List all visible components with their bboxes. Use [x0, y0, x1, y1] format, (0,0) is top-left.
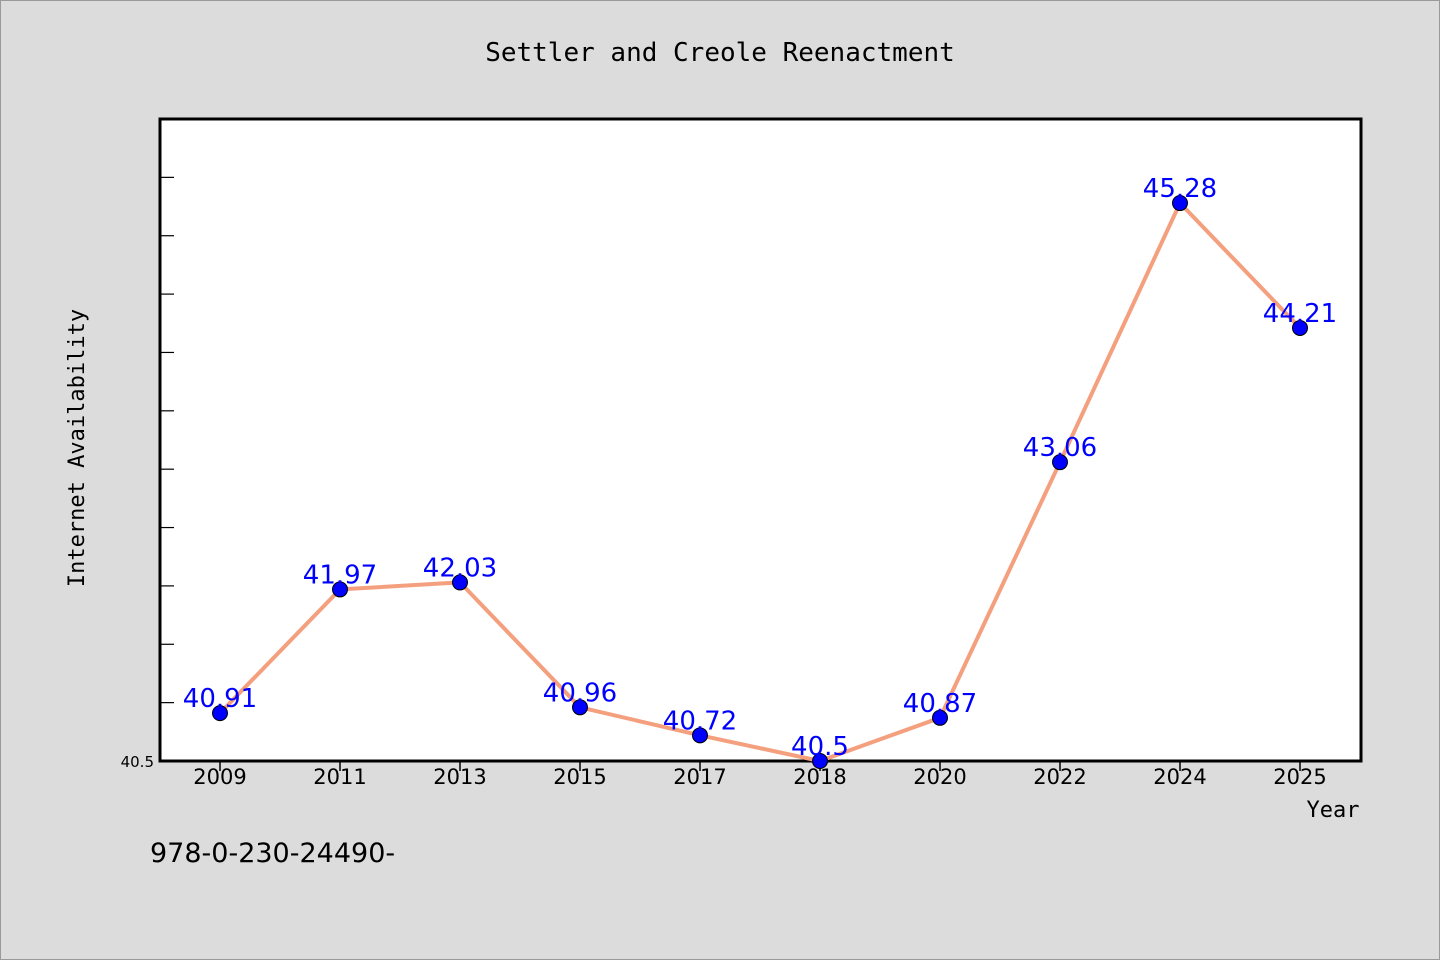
x-axis-label: Year: [1307, 798, 1360, 823]
data-point-marker: [212, 705, 228, 722]
data-label: 45.28: [1143, 174, 1217, 204]
data-point-marker: [452, 574, 468, 591]
data-point-marker: [812, 753, 828, 769]
series-line: [218, 201, 1302, 763]
data-point-marker: [1172, 195, 1188, 212]
x-tick-label: 2020: [913, 765, 966, 789]
x-tick-label: 2022: [1033, 765, 1086, 789]
chart-title: Settler and Creole Reenactment: [485, 38, 955, 68]
data-label: 42.03: [423, 553, 497, 583]
data-label: 40.72: [663, 706, 737, 736]
series-markers: [212, 195, 1308, 769]
x-tick-label: 2013: [433, 765, 486, 789]
data-label: 40.91: [183, 684, 257, 714]
data-point-marker: [1052, 454, 1068, 471]
plot-area: [158, 117, 1363, 763]
data-point-marker: [332, 581, 348, 598]
data-label: 44.21: [1263, 299, 1337, 329]
data-label: 40.5: [791, 732, 849, 762]
x-tick-label: 2017: [673, 765, 726, 789]
footer-code: 978-0-230-24490-: [150, 838, 395, 869]
data-labels: 40.91 41.97 42.03 40.96 40.72 40.5 40.87 43.06 4…: [183, 174, 1337, 762]
x-tick-label: 2011: [313, 765, 366, 789]
data-label: 40.87: [903, 689, 977, 719]
data-label: 41.97: [303, 560, 377, 590]
data-point-marker: [932, 709, 948, 726]
x-tick-label: 2015: [553, 765, 606, 789]
data-point-marker: [692, 727, 708, 744]
x-axis: 2009 2011 2013 2015 2017 2018 2020 2022 2024 2025: [193, 761, 1327, 789]
y-tick-label: 40.5: [121, 753, 154, 771]
y-axis-label: Internet Availability: [65, 309, 90, 587]
x-tick-label: 2025: [1273, 765, 1326, 789]
y-axis: 40.5: [121, 118, 174, 771]
data-point-marker: [572, 699, 588, 716]
data-label: 40.96: [543, 678, 617, 708]
x-tick-label: 2024: [1153, 765, 1206, 789]
data-point-marker: [1292, 319, 1308, 336]
x-tick-label: 2009: [193, 765, 246, 789]
data-label: 43.06: [1023, 433, 1097, 463]
